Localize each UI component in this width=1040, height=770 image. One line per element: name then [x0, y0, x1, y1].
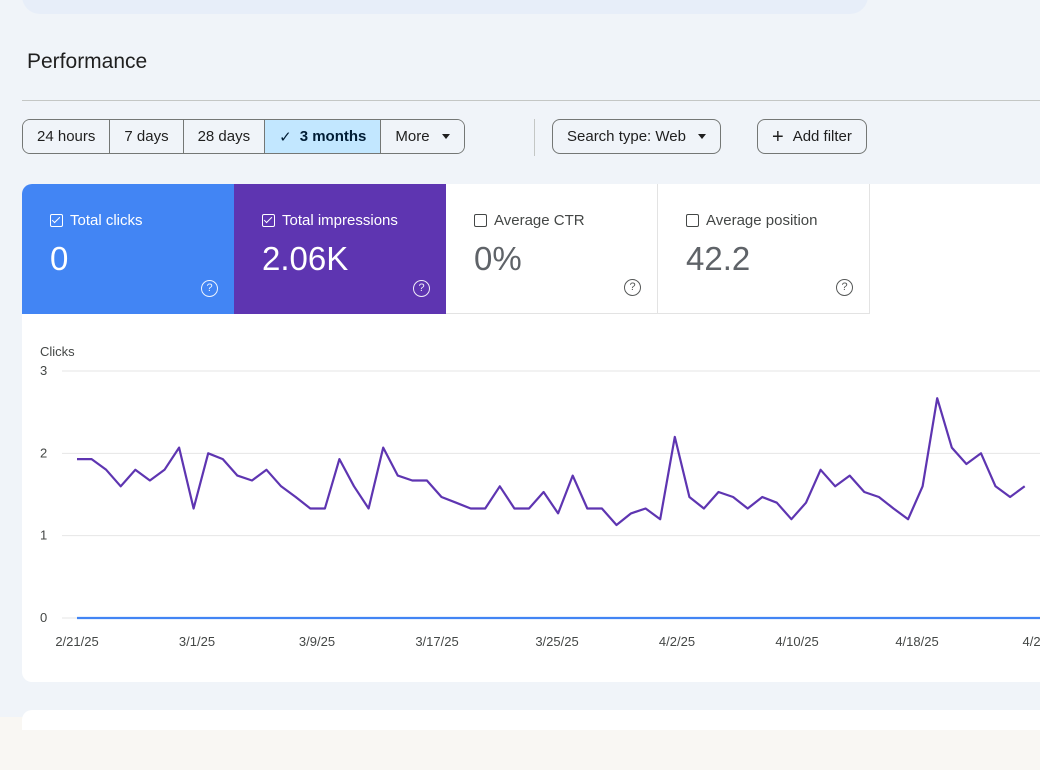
range-28-days-button[interactable]: 28 days — [183, 120, 266, 153]
y-tick-label: 0 — [40, 610, 47, 625]
metric-value: 2.06K — [262, 240, 349, 277]
checkbox-icon[interactable] — [686, 214, 699, 227]
y-tick-label: 1 — [40, 528, 47, 543]
x-tick-label: 3/1/25 — [179, 634, 215, 649]
range-label: More — [395, 128, 430, 145]
metric-total-impressions[interactable]: Total impressions 2.06K ? — [234, 184, 446, 314]
y-tick-label: 3 — [40, 363, 47, 378]
help-icon[interactable]: ? — [201, 280, 218, 297]
x-tick-label: 4/18/25 — [895, 634, 938, 649]
search-type-label: Search type: Web — [567, 128, 686, 145]
dropdown-caret-icon — [697, 134, 706, 139]
x-tick-label: 3/25/25 — [535, 634, 578, 649]
x-tick-label: 3/17/25 — [415, 634, 458, 649]
checkbox-icon[interactable] — [50, 214, 63, 227]
add-filter-button[interactable]: + Add filter — [757, 119, 867, 154]
metric-total-clicks[interactable]: Total clicks 0 ? — [22, 184, 234, 314]
next-card — [22, 710, 1040, 730]
metric-average-ctr[interactable]: Average CTR 0% ? — [446, 184, 658, 314]
range-label: 3 months — [299, 128, 367, 145]
metric-value: 42.2 — [686, 240, 751, 277]
metric-label: Average CTR — [494, 212, 585, 229]
date-range-selector: 24 hours 7 days 28 days ✓ 3 months More — [22, 119, 465, 154]
x-tick-label: 4/2/25 — [659, 634, 695, 649]
series-line-total-impressions — [77, 397, 1026, 527]
metric-value: 0 — [50, 240, 69, 277]
help-icon[interactable]: ? — [624, 279, 641, 296]
top-banner — [22, 0, 868, 14]
range-3-months-button[interactable]: ✓ 3 months — [265, 120, 382, 153]
performance-chart: Clicks 0 1 2 3 2/21/25 3/1/25 3/9/25 3/17/25 3/25… — [40, 344, 1040, 649]
range-label: 24 hours — [37, 128, 96, 145]
metric-label: Total clicks — [70, 212, 143, 229]
plus-icon: + — [772, 125, 784, 148]
range-more-button[interactable]: More — [381, 120, 464, 153]
range-7-days-button[interactable]: 7 days — [110, 120, 184, 153]
x-tick-label: 4/26/ — [1023, 634, 1040, 649]
toolbar-separator — [534, 119, 535, 156]
add-filter-label: Add filter — [792, 128, 852, 145]
range-label: 7 days — [124, 128, 169, 145]
x-tick-label: 3/9/25 — [299, 634, 335, 649]
check-icon: ✓ — [279, 128, 292, 146]
divider — [22, 100, 1040, 101]
search-type-dropdown[interactable]: Search type: Web — [552, 119, 721, 154]
y-tick-label: 2 — [40, 445, 47, 460]
metric-average-position[interactable]: Average position 42.2 ? — [658, 184, 870, 314]
y-axis-label: Clicks — [40, 344, 75, 359]
metric-value: 0% — [474, 240, 522, 277]
checkbox-icon[interactable] — [474, 214, 487, 227]
range-24-hours-button[interactable]: 24 hours — [23, 120, 111, 153]
checkbox-icon[interactable] — [262, 214, 275, 227]
help-icon[interactable]: ? — [413, 280, 430, 297]
metric-label: Total impressions — [282, 212, 398, 229]
help-icon[interactable]: ? — [836, 279, 853, 296]
x-tick-label: 2/21/25 — [55, 634, 98, 649]
range-label: 28 days — [197, 128, 251, 145]
metric-label: Average position — [706, 212, 818, 229]
section-title: Performance — [27, 50, 148, 73]
x-tick-label: 4/10/25 — [775, 634, 818, 649]
dropdown-caret-icon — [441, 134, 450, 139]
